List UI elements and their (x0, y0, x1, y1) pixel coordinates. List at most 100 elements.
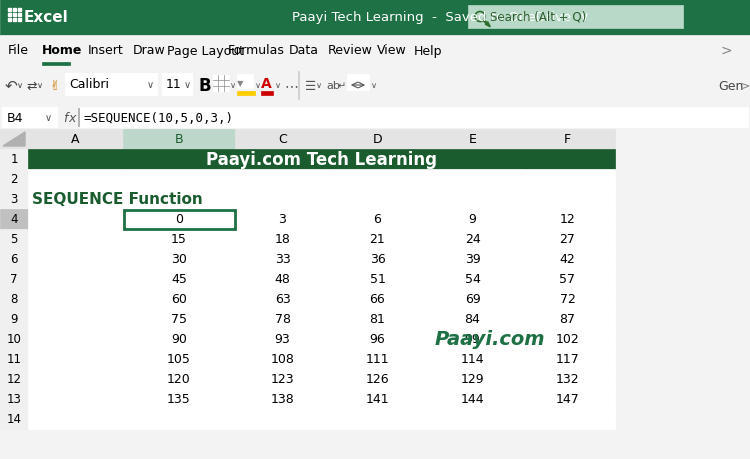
Bar (235, 409, 330, 429)
Text: ab: ab (326, 81, 340, 91)
Text: 51: 51 (370, 273, 386, 286)
Bar (330, 230, 425, 249)
Bar (298, 72, 299, 100)
Bar (2, 108, 57, 128)
Text: 12: 12 (560, 213, 575, 226)
Text: 0: 0 (175, 213, 183, 226)
Bar (330, 309, 425, 329)
Bar (0, 309, 28, 329)
Bar (162, 74, 192, 96)
Text: A: A (71, 133, 80, 146)
Bar (28, 210, 123, 230)
Text: 96: 96 (370, 333, 386, 346)
Bar (235, 230, 330, 249)
Text: 27: 27 (560, 233, 575, 246)
Bar (235, 329, 330, 349)
Bar (28, 409, 123, 429)
Text: 8: 8 (10, 293, 18, 306)
Text: B4: B4 (7, 111, 23, 124)
Text: 48: 48 (274, 273, 290, 286)
Bar (28, 289, 123, 309)
Text: ∨: ∨ (17, 81, 23, 90)
Text: 12: 12 (7, 373, 22, 386)
Text: 9: 9 (10, 313, 18, 326)
Text: F: F (564, 133, 571, 146)
Bar (425, 309, 520, 329)
Bar (0, 130, 28, 150)
Bar (235, 369, 330, 389)
Bar (425, 130, 520, 150)
Bar (28, 369, 123, 389)
Text: Data: Data (289, 45, 319, 57)
Bar (0, 369, 28, 389)
Text: ∨: ∨ (45, 113, 52, 123)
Bar (123, 349, 235, 369)
Bar (80, 108, 748, 128)
Bar (0, 230, 28, 249)
Text: 141: 141 (366, 392, 389, 406)
Bar (8, 14, 10, 17)
Polygon shape (3, 133, 25, 147)
Bar (520, 329, 615, 349)
Text: 123: 123 (271, 373, 294, 386)
Bar (520, 210, 615, 230)
Text: 132: 132 (556, 373, 579, 386)
Bar (235, 389, 330, 409)
Text: Gen: Gen (718, 79, 743, 92)
Text: 144: 144 (460, 392, 484, 406)
Bar (520, 369, 615, 389)
Bar (520, 349, 615, 369)
Bar (0, 389, 28, 409)
Bar (237, 75, 253, 89)
Bar (65, 74, 157, 96)
Bar (520, 289, 615, 309)
Text: 147: 147 (556, 392, 579, 406)
Text: Help: Help (414, 45, 442, 57)
Text: Excel: Excel (24, 11, 69, 25)
Bar (0, 249, 28, 269)
Bar (8, 19, 10, 22)
Text: B: B (198, 77, 211, 95)
FancyArrow shape (483, 21, 490, 28)
Text: ✌: ✌ (49, 79, 59, 92)
Bar (28, 269, 123, 289)
Text: Review: Review (328, 45, 373, 57)
Bar (123, 369, 235, 389)
Text: 78: 78 (274, 313, 290, 326)
Bar (235, 130, 330, 150)
Bar (520, 170, 615, 190)
Text: 111: 111 (366, 353, 389, 366)
Text: >: > (720, 44, 731, 58)
Text: 129: 129 (460, 373, 484, 386)
Text: 11: 11 (166, 78, 182, 91)
Bar (235, 309, 330, 329)
Bar (28, 349, 123, 369)
Text: 60: 60 (171, 293, 187, 306)
Bar (330, 409, 425, 429)
Bar (425, 289, 520, 309)
Text: 126: 126 (366, 373, 389, 386)
Bar (520, 269, 615, 289)
Text: 21: 21 (370, 233, 386, 246)
Bar (0, 329, 28, 349)
Text: 102: 102 (556, 333, 579, 346)
Bar (347, 75, 369, 91)
Text: Paayi.com Tech Learning: Paayi.com Tech Learning (206, 151, 437, 168)
Text: x: x (68, 111, 75, 124)
Text: ↵: ↵ (338, 81, 346, 91)
Bar (330, 349, 425, 369)
Text: 6: 6 (374, 213, 382, 226)
Bar (0, 349, 28, 369)
Text: 75: 75 (171, 313, 187, 326)
Bar (330, 269, 425, 289)
Bar (425, 389, 520, 409)
Text: 81: 81 (370, 313, 386, 326)
Text: File: File (8, 45, 29, 57)
Bar (0, 0, 750, 36)
Text: 11: 11 (7, 353, 22, 366)
Bar (425, 210, 520, 230)
Bar (520, 389, 615, 409)
Text: 108: 108 (271, 353, 295, 366)
Text: ∨: ∨ (147, 80, 154, 90)
Bar (235, 249, 330, 269)
